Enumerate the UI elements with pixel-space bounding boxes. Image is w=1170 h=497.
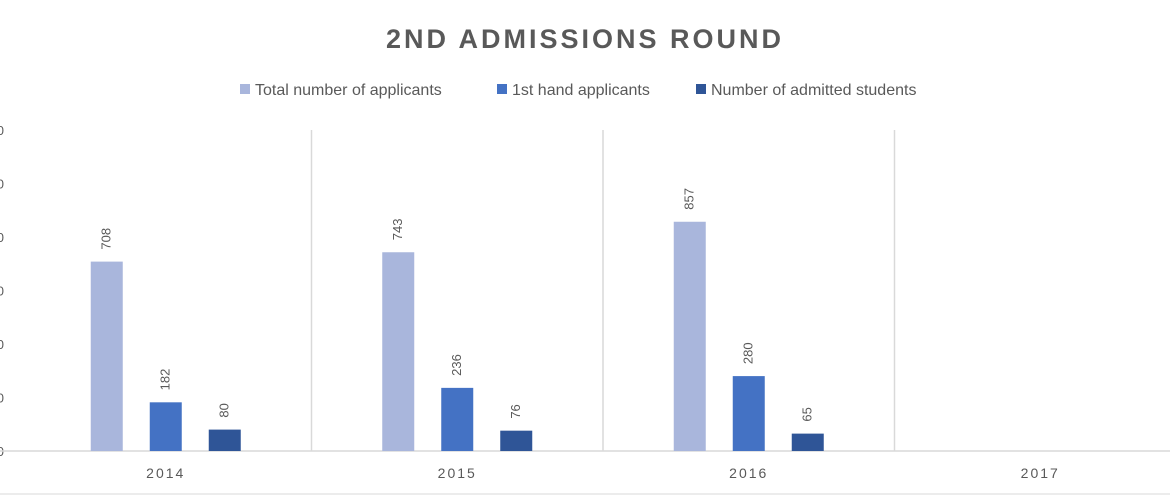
y-tick-label: 400 [0,337,4,352]
bar [149,402,182,451]
data-label: 708 [99,228,114,250]
y-tick-label: 800 [0,230,4,245]
y-tick-label: 1000 [0,177,4,192]
y-tick-label: 600 [0,284,4,299]
data-label: 182 [158,369,173,391]
legend-swatch [497,84,507,94]
data-label: 236 [449,354,464,376]
category-label: 2015 [438,465,477,481]
data-label: 280 [741,342,756,364]
bar [673,221,706,451]
data-label: 857 [682,188,697,210]
bar [382,252,415,451]
category-label: 2014 [146,465,185,481]
bars [90,221,824,451]
y-tick-label: 1200 [0,123,4,138]
data-label: 65 [800,407,815,421]
data-label: 80 [217,403,232,417]
legend-label: Number of admitted students [711,82,916,99]
bar [500,430,533,451]
y-axis-ticks: 020040060080010001200 [0,123,4,459]
bar [732,376,765,451]
category-label: 2016 [729,465,768,481]
data-labels: 708 182 80 743 236 76 857 280 65 [99,188,815,422]
legend-swatch [240,84,250,94]
legend-label: 1st hand applicants [512,82,650,99]
legend-label: Total number of applicants [255,82,442,99]
legend: Total number of applicants 1st hand appli… [240,82,916,99]
bar [791,433,824,451]
legend-swatch [696,84,706,94]
data-label: 743 [390,219,405,241]
category-label: 2017 [1021,465,1060,481]
category-labels: 2014 2015 2016 2017 [146,465,1060,481]
grid-lines [0,130,1170,495]
bar [441,387,474,451]
bar [90,261,123,451]
y-tick-label: 200 [0,391,4,406]
data-label: 76 [508,404,523,418]
chart-title: 2ND ADMISSIONS ROUND [386,24,784,54]
bar [208,429,241,451]
